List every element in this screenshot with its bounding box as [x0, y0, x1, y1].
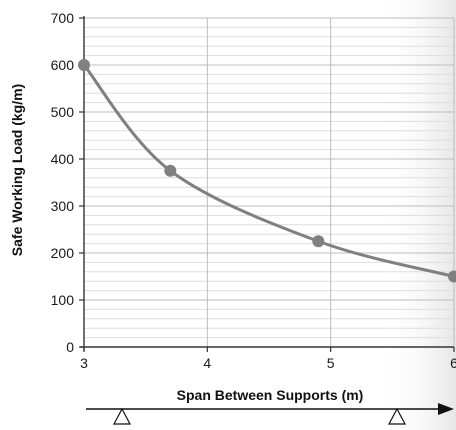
- series-line: [82, 63, 456, 278]
- y-tick-label: 300: [51, 198, 75, 214]
- x-axis-title: Span Between Supports (m): [177, 387, 364, 403]
- x-tick-label: 4: [203, 355, 211, 371]
- x-tick-label: 6: [450, 355, 456, 371]
- grid: [83, 17, 455, 348]
- x-tick-label: 5: [327, 355, 335, 371]
- y-tick-label: 0: [66, 339, 74, 355]
- y-tick-label: 700: [51, 10, 75, 26]
- data-point: [78, 59, 90, 71]
- x-tick-label: 3: [80, 355, 88, 371]
- data-point: [448, 270, 456, 283]
- series: [78, 59, 456, 283]
- y-tick-label: 500: [51, 104, 75, 120]
- axes: [79, 16, 455, 352]
- y-tick-label: 400: [51, 151, 75, 167]
- y-tick-labels: 0 100 200 300 400 500 600 700: [51, 10, 75, 355]
- y-tick-label: 600: [51, 57, 75, 73]
- support-triangle-icon: [113, 407, 131, 425]
- span-diagram: [86, 403, 454, 425]
- x-tick-labels: 3 4 5 6: [80, 355, 456, 371]
- y-tick-label: 200: [51, 245, 75, 261]
- y-axis-title: Safe Working Load (kg/m): [9, 84, 25, 256]
- data-point: [164, 164, 177, 177]
- support-triangle-icon: [388, 407, 406, 425]
- y-tick-label: 100: [51, 292, 75, 308]
- data-point: [312, 235, 325, 248]
- span-arrow-head-icon: [438, 403, 454, 415]
